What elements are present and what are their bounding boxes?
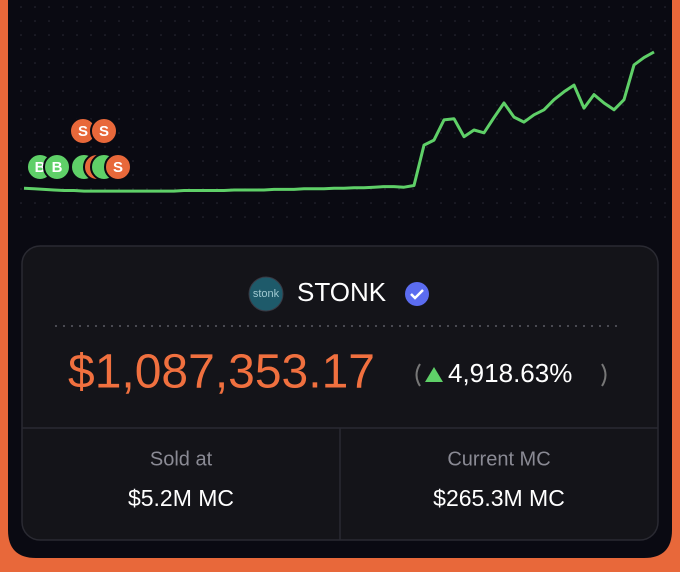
sell-marker — [104, 153, 132, 181]
paren-right — [601, 363, 607, 387]
logo-text: stonk — [253, 288, 280, 300]
marker-label: B — [35, 159, 46, 176]
marker-label: B — [52, 159, 63, 176]
marker-label: S — [78, 123, 88, 140]
price-line — [23, 50, 655, 193]
marker-label: S — [113, 159, 123, 176]
marker-label: S — [99, 123, 109, 140]
stat-value: $5.2M MC — [128, 485, 234, 511]
up-arrow — [425, 367, 443, 382]
token-name: STONK — [297, 277, 387, 307]
token-logo — [248, 276, 284, 312]
dot-grid — [8, 0, 672, 230]
stat-value: $265.3M MC — [433, 485, 565, 511]
verified-badge — [405, 282, 429, 306]
change-percent: 4,918.63% — [448, 358, 572, 388]
stat-label: Current MC — [447, 448, 550, 470]
price: $1,087,353.17 — [68, 346, 375, 399]
plot — [23, 50, 655, 193]
trade-markers: B B S S S — [26, 117, 132, 181]
paren-left — [415, 363, 421, 387]
sell-marker — [90, 117, 118, 145]
stat-label: Sold at — [150, 448, 213, 470]
